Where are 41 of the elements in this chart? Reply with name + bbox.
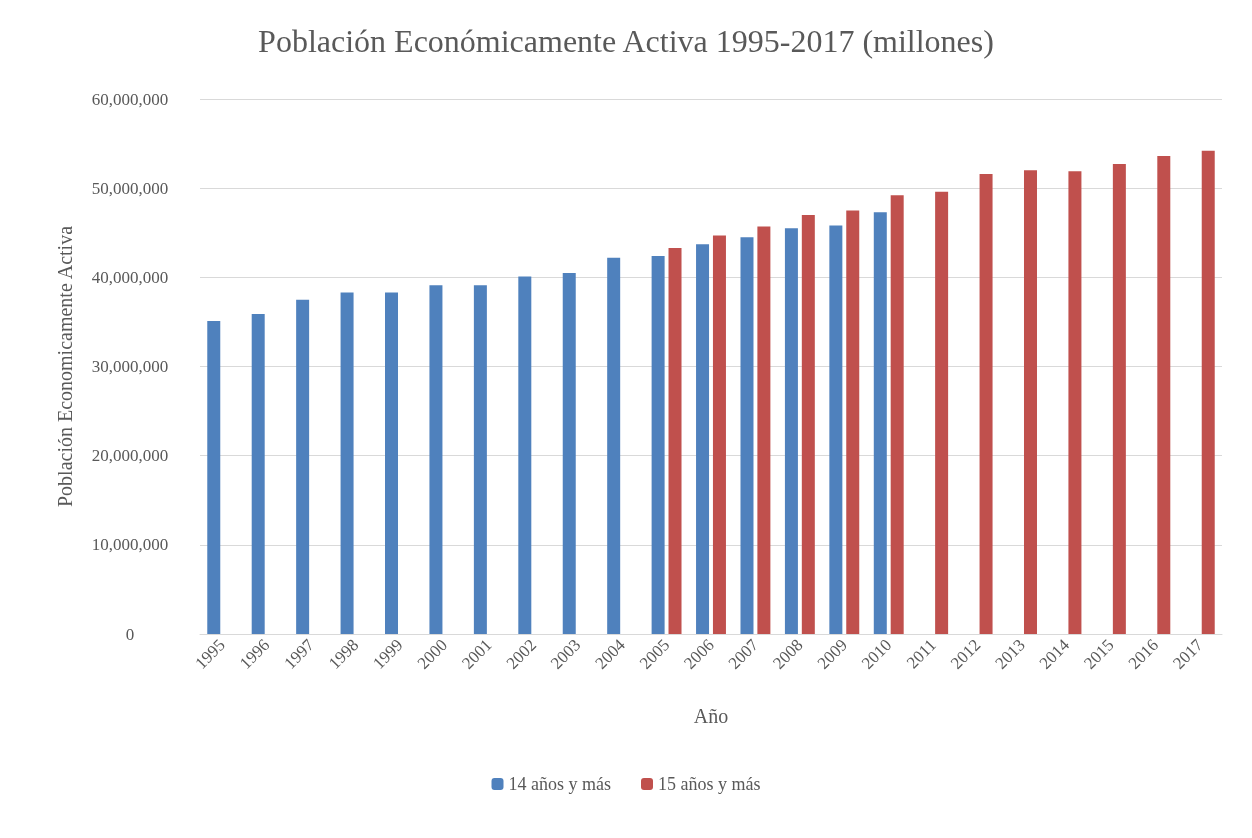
bar — [473, 285, 487, 634]
y-tick-label: 40,000,000 — [91, 267, 169, 287]
bar — [829, 225, 843, 634]
legend-label: 14 años y más — [508, 774, 612, 794]
bar — [712, 235, 726, 634]
bar — [296, 299, 310, 634]
bar — [801, 214, 815, 634]
bar — [668, 247, 682, 634]
bar — [1023, 170, 1037, 634]
bar — [562, 272, 576, 634]
bar — [784, 228, 798, 634]
y-tick-label: 10,000,000 — [91, 535, 169, 555]
bar — [1068, 171, 1082, 634]
bar — [607, 257, 621, 634]
bar — [979, 173, 993, 634]
bar — [696, 244, 710, 634]
bar — [890, 195, 904, 634]
bar — [935, 191, 949, 634]
bar — [873, 212, 887, 634]
bar — [1112, 164, 1126, 634]
bar — [429, 285, 443, 634]
bar — [846, 210, 860, 634]
bar — [740, 237, 754, 634]
bar — [207, 321, 221, 634]
bar — [518, 276, 532, 634]
legend-label: 15 años y más — [658, 774, 761, 794]
y-tick-label: 50,000,000 — [91, 178, 169, 198]
y-axis-title: Población Economicamente Activa — [54, 225, 76, 508]
bar — [251, 313, 265, 634]
y-tick-label: 30,000,000 — [91, 357, 169, 376]
bar — [340, 292, 354, 634]
x-axis-title: Año — [693, 705, 729, 727]
bar — [757, 226, 771, 634]
bar — [385, 292, 399, 634]
y-tick-label: 60,000,000 — [91, 89, 169, 109]
chart-title: Población Económicamente Activa 1995-2017 (millones) — [258, 23, 994, 59]
y-tick-label: 20,000,000 — [91, 446, 169, 466]
y-tick-label: 0 — [125, 624, 135, 644]
bar — [1201, 150, 1215, 634]
bar — [651, 255, 665, 634]
bar — [1157, 156, 1171, 634]
